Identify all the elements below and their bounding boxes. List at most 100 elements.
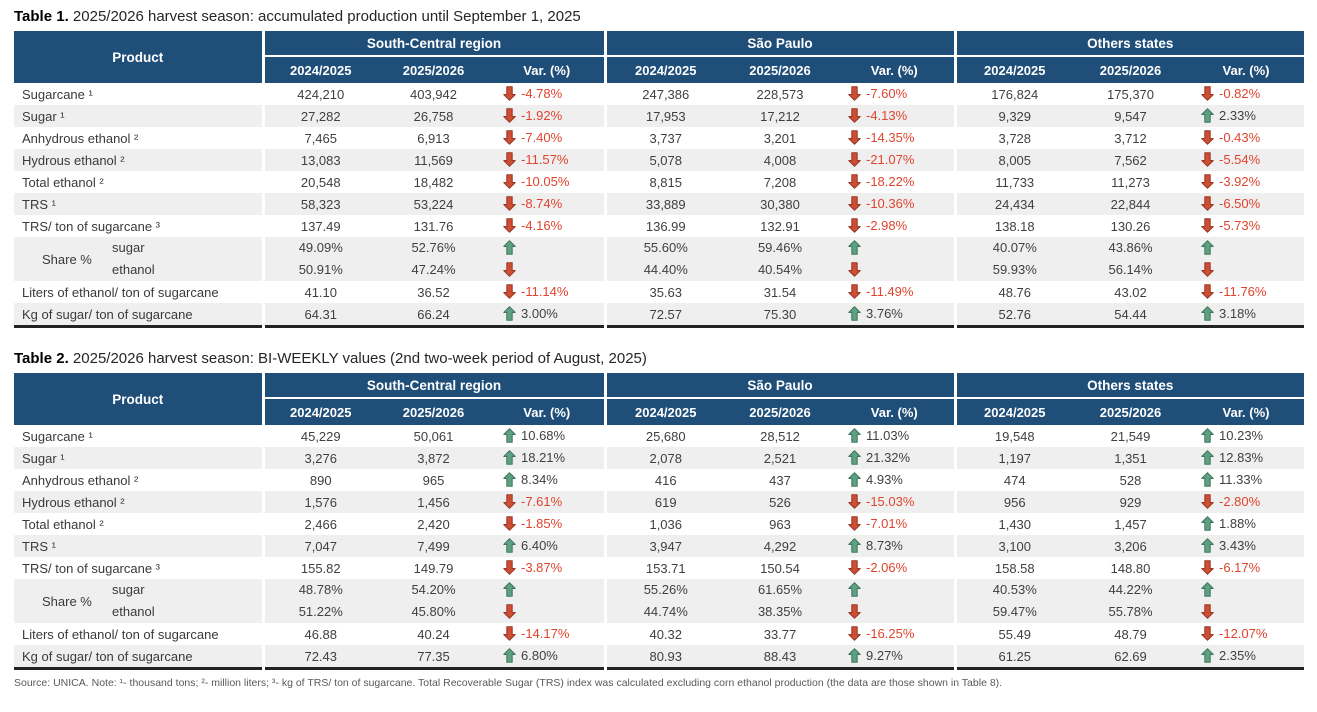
down-arrow-icon	[1201, 218, 1214, 233]
variation-cell: -4.16%	[490, 215, 605, 237]
value-cell: 130.26	[1110, 218, 1151, 234]
variation-cell: -6.17%	[1188, 557, 1304, 579]
up-arrow-icon	[1201, 450, 1214, 465]
variation-cell: 8.73%	[835, 535, 955, 557]
variation-cell: -11.49%	[835, 281, 955, 303]
variation-value: -11.76%	[1219, 283, 1267, 299]
value-cell: 176,824	[953, 83, 1074, 105]
value-cell: 26,758	[413, 108, 454, 124]
product-cell: Share % sugar ethanol	[14, 237, 263, 281]
value-cell: 61.65% 38.35%	[757, 582, 803, 619]
down-arrow-icon	[848, 130, 861, 145]
variation-cell: -8.74%	[490, 193, 605, 215]
value-cell: 1,576	[261, 491, 377, 513]
up-arrow-icon	[1201, 428, 1214, 443]
up-arrow-icon	[1201, 516, 1214, 531]
variation-cell: -7.61%	[490, 491, 605, 513]
value-cell: 437	[769, 472, 791, 488]
variation-cell	[835, 237, 955, 281]
value-cell: 61.25	[953, 645, 1074, 669]
table-row: Hydrous ethanol ² 13,083 11,569 -11.57% 5,07…	[14, 149, 1305, 171]
table-row: Liters of ethanol/ ton of sugarcane 41.10…	[14, 281, 1304, 303]
up-arrow-icon	[848, 582, 861, 597]
region-header: South-Central region	[261, 373, 605, 399]
value-cell: 64.31	[261, 303, 377, 327]
variation-cell: -11.57%	[490, 149, 605, 171]
region-header: Others states	[953, 31, 1305, 57]
value-cell: 155.82	[261, 557, 377, 579]
value-cell: 7,499	[417, 538, 450, 554]
variation-value: 1.88%	[1219, 515, 1256, 531]
value-cell: 1,430	[953, 513, 1074, 535]
table-row: Anhydrous ethanol ² 7,465 6,913 -7.40% 3,737…	[14, 127, 1304, 149]
product-cell: TRS/ ton of sugarcane ³	[22, 560, 161, 576]
subcol-header: Var. (%)	[490, 56, 605, 83]
variation-cell: -16.25%	[835, 623, 955, 645]
variation-cell: -11.14%	[490, 281, 605, 303]
variation-cell: -14.35%	[835, 127, 955, 149]
value-cell: 55.60% 44.40%	[603, 237, 725, 281]
value-cell: 3,712	[1114, 130, 1147, 146]
value-cell: 25,680	[603, 425, 725, 447]
variation-value: -4.16%	[521, 217, 563, 233]
down-arrow-icon	[503, 174, 516, 189]
table-row: Sugarcane ¹ 45,229 50,061 10.68% 25,680 28,51…	[14, 425, 1304, 447]
up-arrow-icon	[848, 472, 861, 487]
share-sub-label: sugar	[112, 582, 145, 597]
up-arrow-icon	[848, 240, 861, 255]
down-arrow-icon	[848, 218, 861, 233]
source-footnote: Source: UNICA. Note: ¹- thousand tons; ²…	[14, 677, 1003, 689]
table-row: Liters of ethanol/ ton of sugarcane 46.88…	[14, 623, 1304, 645]
variation-value: -12.07%	[1219, 625, 1268, 641]
value-cell: 526	[769, 494, 791, 510]
subcol-header: 2024/2025	[603, 398, 725, 425]
value-cell: 58,323	[261, 193, 377, 215]
variation-value: -0.43%	[1219, 129, 1261, 145]
up-arrow-icon	[503, 472, 516, 487]
variation-cell: -11.76%	[1188, 281, 1304, 303]
variation-value: -7.01%	[866, 515, 908, 531]
value-cell: 48.76	[953, 281, 1074, 303]
value-cell: 54.44	[1114, 306, 1147, 322]
variation-value: 10.68%	[521, 427, 566, 443]
value-cell: 963	[769, 516, 791, 532]
variation-cell	[1188, 237, 1304, 281]
variation-cell: -6.50%	[1188, 193, 1304, 215]
value-cell: 30,380	[760, 196, 800, 212]
value-cell: 965	[422, 472, 445, 488]
value-cell: 17,212	[760, 108, 800, 124]
value-cell: 19,548	[953, 425, 1074, 447]
value-cell: 1,351	[1114, 450, 1147, 466]
report-page: Table 1. 2025/2026 harvest season: accum…	[14, 8, 1305, 689]
product-cell: Sugarcane ¹	[22, 86, 93, 102]
variation-value: 4.93%	[866, 471, 903, 487]
down-arrow-icon	[1201, 174, 1214, 189]
variation-value: -4.78%	[521, 85, 563, 101]
table-row: Share % sugar ethanol 48.78% 51.22% 54.20% 45.…	[14, 579, 1305, 623]
variation-value: 6.80%	[521, 647, 558, 663]
variation-value: 11.33%	[1219, 471, 1263, 487]
value-cell: 5,078	[603, 149, 725, 171]
region-header: São Paulo	[603, 31, 956, 57]
value-cell: 3,872	[417, 450, 450, 466]
up-arrow-icon	[1201, 648, 1214, 663]
subcol-header: Var. (%)	[835, 56, 956, 83]
variation-cell: -7.40%	[490, 127, 605, 149]
table-row: Kg of sugar/ ton of sugarcane 64.31 66.24 3…	[14, 303, 1305, 327]
share-label: Share %	[42, 251, 92, 267]
subcol-header: 2025/2026	[377, 398, 490, 425]
value-cell: 929	[1119, 494, 1142, 510]
value-cell: 6,913	[417, 130, 450, 146]
variation-value: 10.23%	[1219, 427, 1264, 443]
value-cell: 52.76% 47.24%	[411, 240, 456, 277]
variation-cell	[835, 579, 955, 623]
variation-cell: 10.68%	[490, 425, 605, 447]
value-cell: 75.30	[763, 306, 797, 322]
variation-cell: 3.76%	[835, 303, 955, 327]
down-arrow-icon	[848, 516, 861, 531]
subcol-header: 2024/2025	[603, 56, 725, 83]
variation-cell	[1188, 579, 1304, 623]
subcol-header: 2025/2026	[1073, 398, 1189, 425]
subcol-header: Var. (%)	[1188, 56, 1305, 83]
region-header: South-Central region	[261, 31, 605, 57]
